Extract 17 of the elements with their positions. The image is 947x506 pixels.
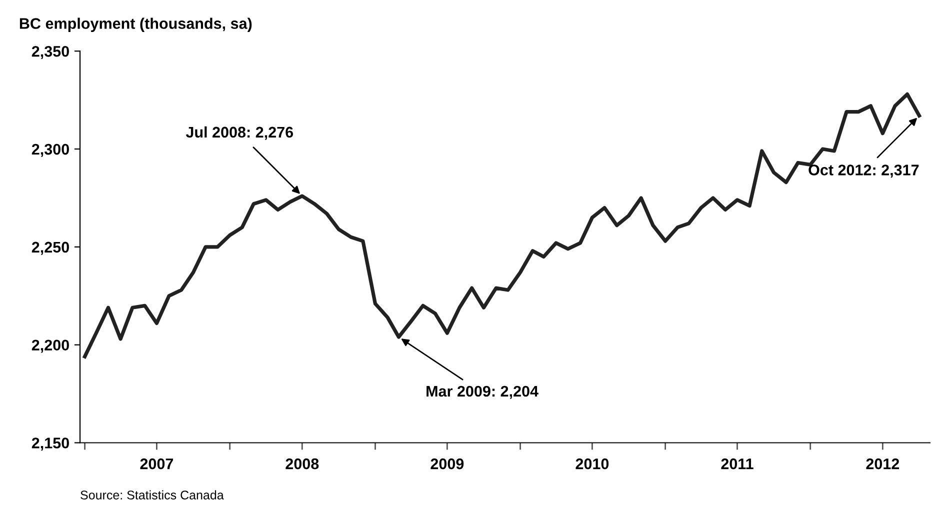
x-tick-label: 2009 xyxy=(430,458,464,470)
source-note: Source: Statistics Canada xyxy=(80,490,224,500)
annotation: Jul 2008: 2,276 xyxy=(186,126,294,140)
x-tick-label: 2010 xyxy=(576,458,609,470)
chart-title: BC employment (thousands, sa) xyxy=(20,18,252,32)
line-series xyxy=(82,92,922,358)
x-tick-label: 2007 xyxy=(140,458,174,470)
y-tick-label: 2,300 xyxy=(32,144,69,157)
y-tick-label: 2,150 xyxy=(32,438,69,451)
y-tick-label: 2,250 xyxy=(32,242,69,255)
x-tick-label: 2011 xyxy=(721,458,754,470)
y-tick-label: 2,350 xyxy=(32,46,69,60)
x-tick-label: 2008 xyxy=(286,458,319,470)
y-tick-label: 2,200 xyxy=(32,340,69,353)
annotation: Mar 2009: 2,204 xyxy=(426,386,538,399)
x-tick-label: 2012 xyxy=(866,458,900,470)
annotation: Oct 2012: 2,317 xyxy=(808,164,919,178)
